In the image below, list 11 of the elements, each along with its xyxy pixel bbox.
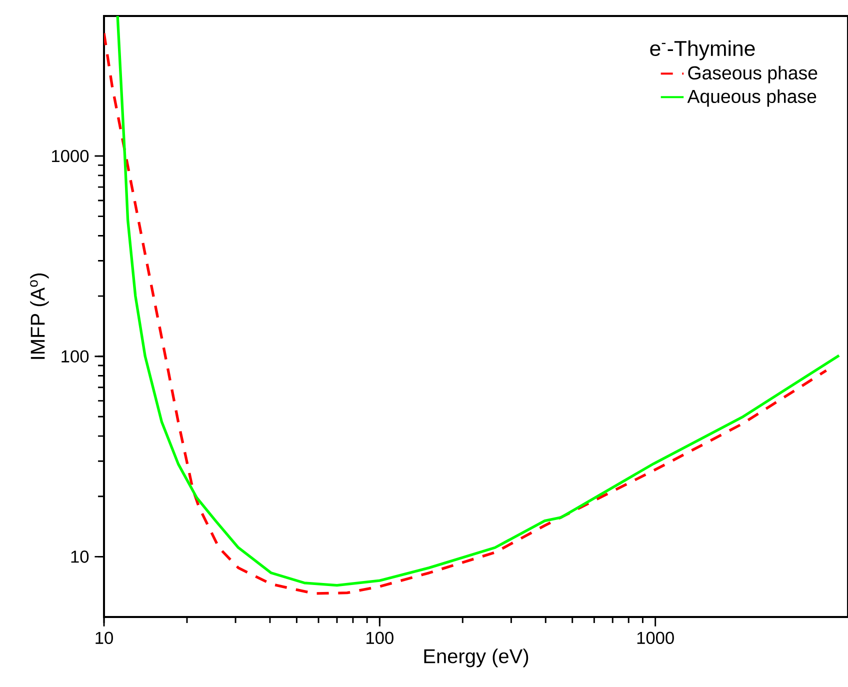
- x-tick-label: 10: [96, 632, 113, 644]
- y-tick-label: 1000: [52, 150, 89, 162]
- y-tick-label: 100: [62, 350, 89, 362]
- x-tick-label: 100: [366, 632, 394, 644]
- x-tick-label: 1000: [637, 632, 674, 644]
- y-tick-label: 10: [71, 550, 89, 563]
- legend-label: Aqueous phase: [687, 89, 816, 107]
- legend-label: Gaseous phase: [688, 66, 818, 84]
- legend-title: e$^{-}$-Thymine: [650, 40, 755, 60]
- x-axis-title: Energy (eV): [424, 648, 528, 668]
- y-axis-title: IMFP (A$^{o}$): [30, 274, 49, 359]
